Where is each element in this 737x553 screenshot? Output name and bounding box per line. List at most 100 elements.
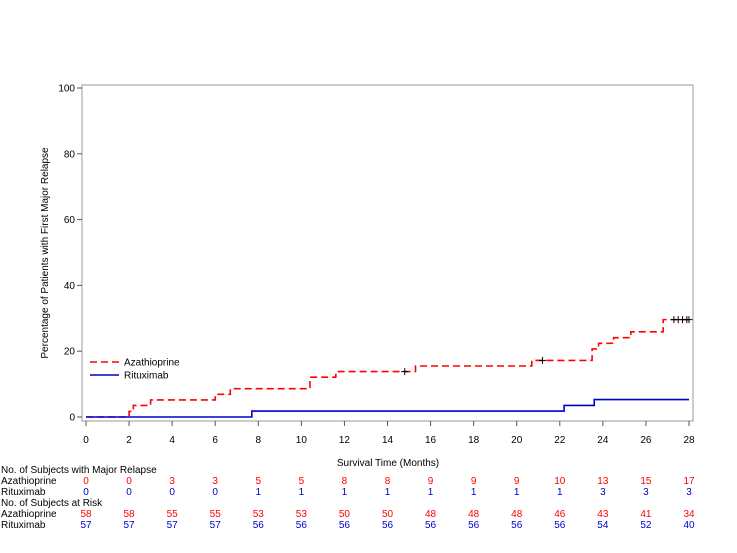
x-tick-label: 16 [425,435,437,446]
x-tick-label: 24 [597,435,609,446]
risk-value: 3 [643,487,649,498]
risk-value: 0 [126,476,132,487]
risk-value: 9 [514,476,520,487]
risk-row-label: Rituximab [1,487,46,498]
legend-label-rituximab: Rituximab [124,371,169,382]
risk-value: 3 [686,487,692,498]
risk-row-label: Azathioprine [1,509,57,520]
risk-value: 53 [253,509,265,520]
x-tick-label: 12 [339,435,351,446]
risk-section-title: No. of Subjects with Major Relapse [1,465,157,476]
risk-value: 1 [256,487,262,498]
risk-row-label: Azathioprine [1,476,57,487]
x-tick-label: 4 [169,435,175,446]
risk-value: 56 [296,520,308,531]
risk-value: 1 [557,487,563,498]
x-tick-label: 6 [212,435,218,446]
x-axis: 0 2 4 6 8 10 12 14 16 18 20 22 24 26 28 [83,421,695,446]
y-tick-label: 60 [64,215,76,226]
risk-value: 8 [342,476,348,487]
risk-value: 56 [339,520,351,531]
series-line-rituximab [86,398,689,418]
risk-value: 34 [683,509,695,520]
risk-value: 56 [468,520,480,531]
risk-value: 13 [597,476,609,487]
risk-value: 0 [212,487,218,498]
x-axis-title: Survival Time (Months) [337,458,439,469]
series-line-azathioprine [86,318,689,418]
risk-value: 56 [554,520,566,531]
risk-section-title: No. of Subjects at Risk [1,498,103,509]
risk-value: 3 [169,476,175,487]
risk-value: 55 [167,509,179,520]
x-tick-label: 2 [126,435,132,446]
risk-value: 0 [126,487,132,498]
plot-frame [81,84,694,422]
risk-value: 53 [296,509,308,520]
y-tick-label: 80 [64,149,76,160]
risk-value: 1 [428,487,434,498]
risk-value: 3 [212,476,218,487]
risk-table: No. of Subjects with Major RelapseAzathi… [1,465,695,531]
risk-value: 17 [683,476,695,487]
risk-value: 1 [342,487,348,498]
risk-value: 56 [253,520,265,531]
risk-value: 48 [468,509,480,520]
risk-value: 48 [511,509,523,520]
risk-value: 0 [83,487,89,498]
risk-value: 56 [425,520,437,531]
y-axis-title: Percentage of Patients with First Major … [40,147,51,359]
y-tick-label: 40 [64,281,76,292]
x-tick-label: 8 [256,435,262,446]
risk-value: 57 [124,520,136,531]
risk-value: 0 [169,487,175,498]
risk-value: 55 [210,509,222,520]
risk-value: 0 [83,476,89,487]
risk-value: 1 [385,487,391,498]
risk-value: 5 [256,476,262,487]
series-layer [86,316,693,418]
x-tick-label: 0 [83,435,89,446]
risk-value: 54 [597,520,609,531]
risk-value: 3 [600,487,606,498]
risk-value: 1 [471,487,477,498]
risk-value: 58 [80,509,92,520]
legend-label-azathioprine: Azathioprine [124,358,180,369]
risk-value: 43 [597,509,609,520]
x-tick-label: 14 [382,435,394,446]
risk-row-label: Rituximab [1,520,46,531]
risk-value: 15 [640,476,652,487]
x-tick-label: 20 [511,435,523,446]
risk-value: 56 [382,520,394,531]
y-tick-label: 20 [64,347,76,358]
y-tick-label: 100 [58,84,75,95]
risk-value: 9 [471,476,477,487]
x-tick-label: 26 [640,435,652,446]
risk-value: 58 [124,509,136,520]
risk-value: 56 [511,520,523,531]
x-tick-label: 18 [468,435,480,446]
risk-value: 50 [339,509,351,520]
risk-value: 52 [640,520,652,531]
risk-value: 50 [382,509,394,520]
risk-value: 1 [514,487,520,498]
x-tick-label: 22 [554,435,566,446]
y-axis: 0 20 40 60 80 100 [58,84,82,424]
risk-value: 1 [299,487,305,498]
risk-value: 41 [640,509,652,520]
risk-value: 8 [385,476,391,487]
risk-value: 5 [299,476,305,487]
risk-value: 57 [167,520,179,531]
risk-value: 57 [210,520,222,531]
risk-value: 40 [683,520,695,531]
risk-value: 10 [554,476,566,487]
x-tick-label: 10 [296,435,308,446]
risk-value: 46 [554,509,566,520]
risk-value: 48 [425,509,437,520]
risk-value: 57 [80,520,92,531]
x-tick-label: 28 [683,435,695,446]
y-tick-label: 0 [69,413,75,424]
legend: Azathioprine Rituximab [90,358,180,382]
risk-value: 9 [428,476,434,487]
